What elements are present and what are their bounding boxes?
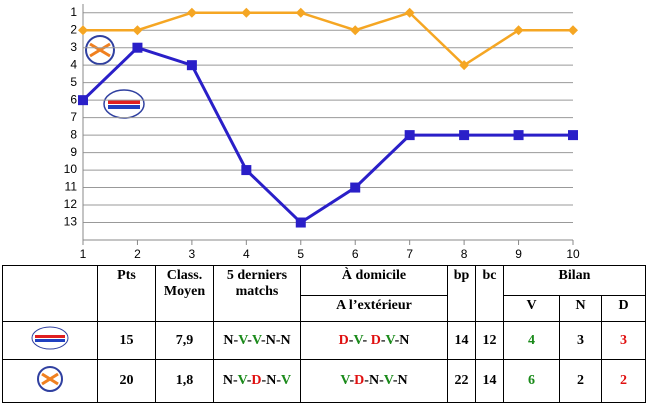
marker	[459, 130, 470, 141]
x-tick-label: 2	[134, 247, 141, 261]
y-tick-label: 11	[65, 180, 78, 194]
x-tick-label: 5	[297, 247, 304, 261]
header: A l’extérieur	[300, 295, 448, 322]
header: N	[559, 295, 602, 322]
marker	[568, 130, 578, 141]
logo	[85, 35, 115, 65]
marker	[350, 182, 361, 193]
y-tick-label: 3	[70, 40, 77, 54]
x-tick-label: 6	[352, 247, 359, 261]
y-tick-label: 7	[70, 110, 77, 124]
y-tick-label: 5	[70, 75, 77, 89]
y-tick-label: 2	[70, 22, 77, 36]
y-tick-label: 6	[70, 92, 77, 106]
x-tick-label: 9	[515, 247, 522, 261]
header: bc	[475, 265, 504, 322]
header: V	[503, 295, 560, 322]
x-tick-label: 7	[406, 247, 413, 261]
marker	[241, 7, 252, 18]
header: Class. Moyen	[155, 265, 214, 322]
marker	[513, 130, 524, 141]
cell: 2	[559, 359, 602, 403]
cell: 14	[475, 359, 504, 403]
marker	[459, 60, 470, 71]
marker	[513, 25, 524, 36]
marker	[186, 60, 197, 71]
logo	[2, 359, 98, 403]
x-tick-label: 1	[80, 247, 87, 261]
header: D	[600, 295, 647, 322]
stats-table: Pts Class. Moyen 5 derniers matchs À dom…	[2, 264, 647, 403]
cell: 1,8	[155, 359, 214, 403]
y-tick-label: 8	[70, 127, 77, 141]
marker	[132, 42, 143, 53]
x-tick-label: 10	[566, 247, 580, 261]
marker	[132, 25, 143, 36]
cell: 15	[97, 320, 156, 361]
marker	[78, 95, 88, 106]
cell: D-V- D-V-N	[300, 320, 448, 361]
cell: 22	[447, 359, 476, 403]
cell: N-V-V-N-N	[213, 320, 301, 361]
y-tick-label: 12	[64, 197, 78, 211]
marker	[295, 7, 306, 18]
marker	[404, 7, 415, 18]
header: Bilan	[502, 264, 647, 297]
series-line	[83, 11, 573, 67]
cell: 12	[475, 320, 504, 361]
cell: 2	[600, 359, 647, 403]
header: Pts	[97, 265, 156, 322]
blank	[2, 265, 98, 322]
marker	[295, 217, 306, 228]
cell: 3	[559, 320, 602, 361]
marker	[568, 25, 578, 36]
y-tick-label: 13	[64, 215, 78, 229]
header: 5 derniers matchs	[213, 265, 301, 322]
cell: 14	[447, 320, 476, 361]
cell: N-V-D-N-V	[213, 359, 301, 403]
y-tick-label: 1	[70, 5, 77, 19]
marker	[78, 25, 88, 36]
marker	[404, 130, 415, 141]
x-tick-label: 3	[189, 247, 196, 261]
header: À domicile	[300, 264, 448, 297]
logo	[103, 89, 145, 119]
header: bp	[447, 265, 476, 322]
cell: 20	[97, 359, 156, 403]
marker	[186, 7, 197, 18]
cell: 3	[600, 320, 647, 361]
series-line	[81, 46, 573, 225]
y-tick-label: 4	[70, 57, 77, 71]
cell: 4	[503, 320, 560, 361]
y-tick-label: 9	[70, 145, 77, 159]
x-tick-label: 4	[243, 247, 250, 261]
marker	[350, 25, 361, 36]
logo	[2, 320, 98, 361]
x-tick-label: 8	[461, 247, 468, 261]
cell: 7,9	[155, 320, 214, 361]
marker	[241, 165, 252, 176]
cell: V-D-N-V-N	[300, 359, 448, 403]
y-tick-label: 10	[64, 162, 78, 176]
cell: 6	[503, 359, 560, 403]
